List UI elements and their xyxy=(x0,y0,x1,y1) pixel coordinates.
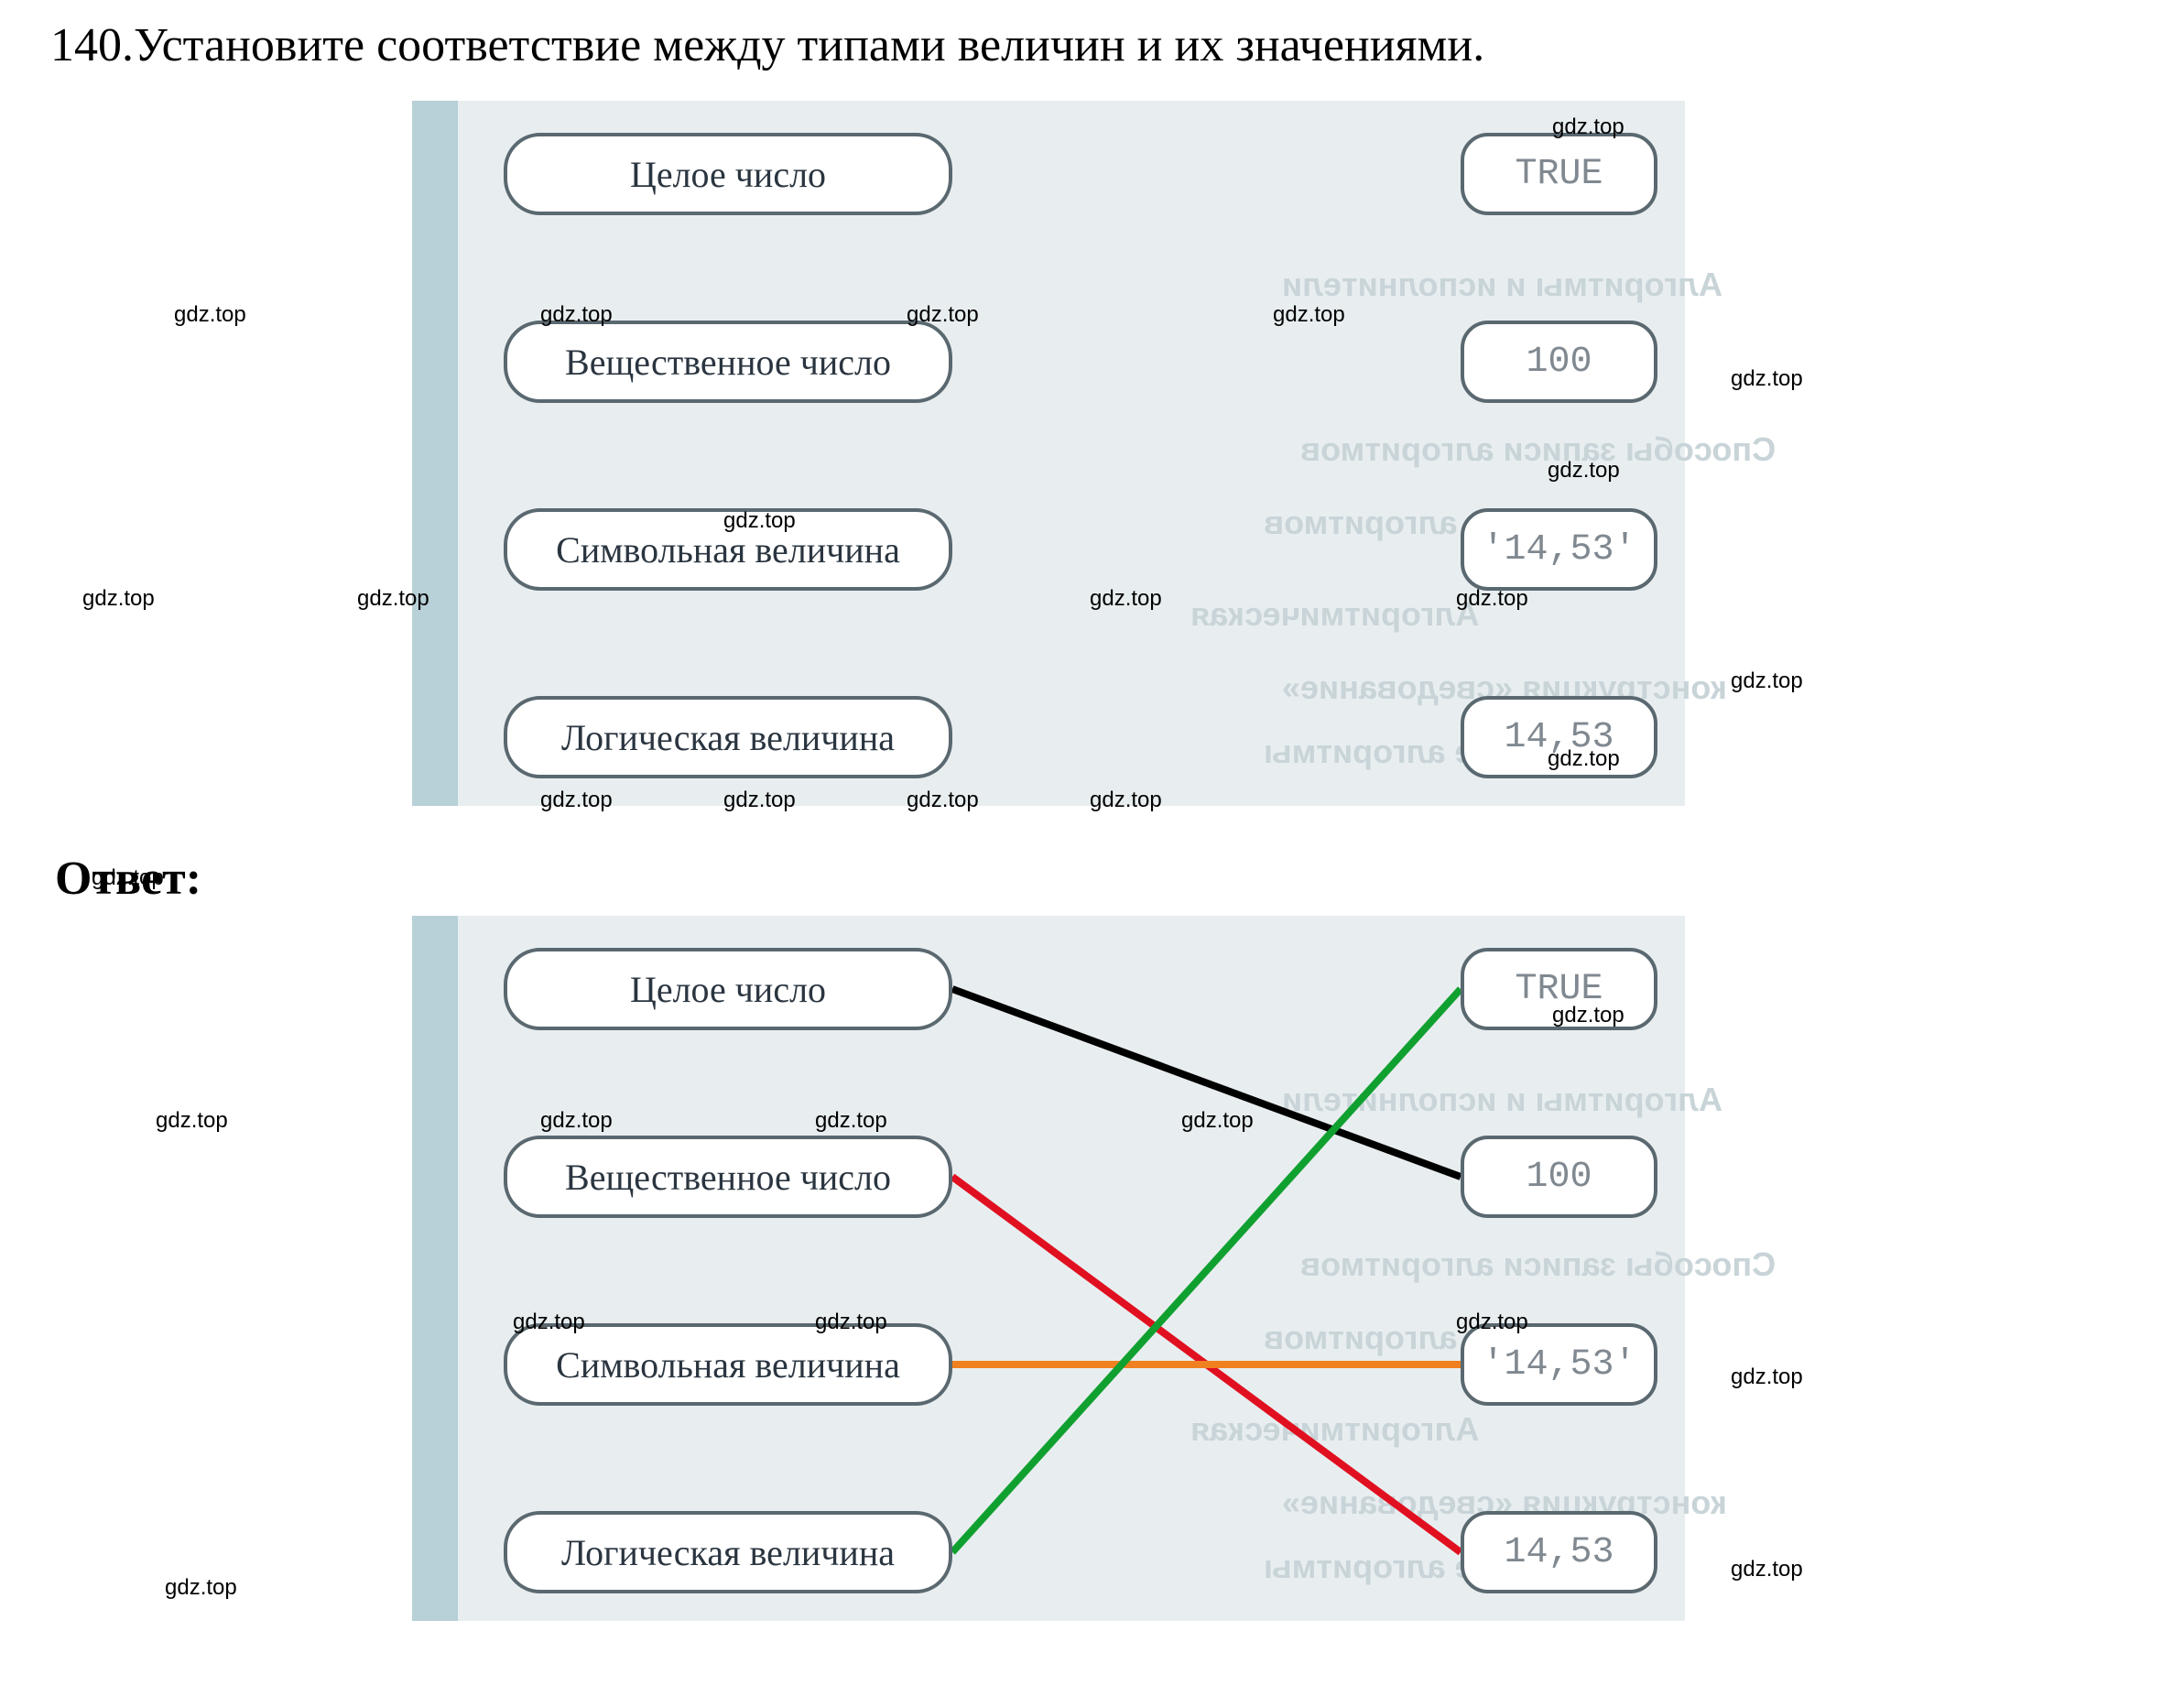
watermark: gdz.top xyxy=(723,788,796,813)
watermark: gdz.top xyxy=(82,586,155,612)
value-box: TRUE xyxy=(1461,133,1657,215)
watermark: gdz.top xyxy=(815,1310,887,1335)
ghost-text: Способы записи алгоритмов xyxy=(1300,1245,1776,1284)
watermark: gdz.top xyxy=(1181,1108,1254,1134)
watermark: gdz.top xyxy=(540,788,613,813)
watermark: gdz.top xyxy=(1273,302,1345,328)
ghost-text: Алгоритмы и исполнители xyxy=(1282,1081,1722,1119)
type-box: Логическая величина xyxy=(504,696,952,778)
watermark: gdz.top xyxy=(1456,586,1528,612)
ghost-text: Алгоритмы и исполнители xyxy=(1282,266,1722,304)
watermark: gdz.top xyxy=(357,586,429,612)
watermark: gdz.top xyxy=(1731,1364,1803,1390)
watermark: gdz.top xyxy=(907,788,979,813)
watermark: gdz.top xyxy=(174,302,246,328)
watermark: gdz.top xyxy=(156,1108,228,1134)
watermark: gdz.top xyxy=(540,302,613,328)
type-box: Целое число xyxy=(504,948,952,1030)
type-box: Целое число xyxy=(504,133,952,215)
value-box: 100 xyxy=(1461,1136,1657,1218)
question-number: 140. xyxy=(50,19,134,71)
value-box: 100 xyxy=(1461,321,1657,403)
watermark: gdz.top xyxy=(1090,586,1162,612)
watermark: gdz.top xyxy=(1090,788,1162,813)
type-box: Вещественное число xyxy=(504,321,952,403)
watermark: gdz.top xyxy=(723,508,796,534)
value-box: '14,53' xyxy=(1461,508,1657,591)
ghost-text: Способы записи алгоритмов xyxy=(1300,430,1776,469)
watermark: gdz.top xyxy=(1552,114,1624,140)
diagram-1-strip xyxy=(412,101,458,806)
value-box: '14,53' xyxy=(1461,1323,1657,1406)
watermark: gdz.top xyxy=(165,1575,237,1601)
question-text: Установите соответствие между типами вел… xyxy=(134,19,1484,71)
watermark: gdz.top xyxy=(1731,366,1803,392)
watermark: gdz.top xyxy=(815,1108,887,1134)
ghost-text: Алгоритмическая xyxy=(1190,1410,1479,1449)
watermark: gdz.top xyxy=(1548,458,1620,484)
type-box: Вещественное число xyxy=(504,1136,952,1218)
watermark: gdz.top xyxy=(1552,1003,1624,1028)
ghost-text: Алгоритмическая xyxy=(1190,595,1479,634)
type-box: Символьная величина xyxy=(504,1323,952,1406)
watermark: gdz.top xyxy=(1548,746,1620,772)
watermark: gdz.top xyxy=(1731,669,1803,694)
value-box: 14,53 xyxy=(1461,1511,1657,1593)
watermark: gdz.top xyxy=(540,1108,613,1134)
watermark: gdz.top xyxy=(1456,1310,1528,1335)
watermark: gdz.top xyxy=(513,1310,585,1335)
question-title: 140.Установите соответствие между типами… xyxy=(50,18,1484,72)
diagram-2-strip xyxy=(412,916,458,1621)
watermark: gdz.top xyxy=(1731,1557,1803,1582)
type-box: Логическая величина xyxy=(504,1511,952,1593)
watermark: gdz.top xyxy=(92,865,164,891)
watermark: gdz.top xyxy=(907,302,979,328)
